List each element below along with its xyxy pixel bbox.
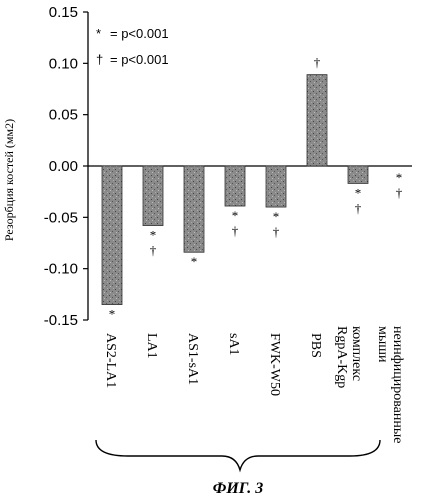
bar (143, 166, 163, 226)
y-tick-label: 0.10 (49, 55, 78, 72)
y-tick-label: 0.15 (49, 4, 78, 21)
legend: * = p<0.001 † = p<0.001 (96, 26, 169, 67)
legend-text: = p<0.001 (110, 52, 169, 67)
category-label: FWK-W50 (267, 333, 282, 396)
significance-marker: * (232, 208, 239, 223)
significance-marker: * (109, 307, 116, 322)
bar (225, 166, 245, 206)
legend-symbol: † (96, 52, 103, 67)
significance-marker: † (232, 223, 239, 238)
bars (102, 75, 368, 305)
category-label: AS2-LA1 (103, 333, 118, 388)
bar (348, 166, 368, 183)
legend-symbol: * (96, 26, 101, 41)
category-label: sA1 (226, 333, 241, 356)
category-label: PBS (308, 333, 323, 358)
significance-marker: † (396, 185, 403, 200)
legend-text: = p<0.001 (110, 26, 169, 41)
y-tick-label: -0.10 (44, 261, 78, 278)
y-tick-label: -0.05 (44, 209, 78, 226)
category-label: AS1-sA1 (185, 333, 200, 385)
category-label: комплексRgpA-Kgp (334, 326, 364, 388)
significance-marker: * (273, 209, 280, 224)
significance-marker: † (314, 55, 321, 70)
figure-caption: ФИГ. 3 (213, 480, 264, 497)
category-label: LA1 (144, 333, 159, 359)
significance-marker: † (150, 243, 157, 258)
bar (307, 75, 327, 166)
bar (184, 166, 204, 252)
significance-marker: * (150, 228, 157, 243)
category-labels: AS2-LA1 LA1 AS1-sA1 sA1 FWK-W50 PBS комплексRg… (103, 326, 405, 443)
y-tick-label: -0.15 (44, 312, 78, 329)
category-label: неинфицированныемыши (375, 326, 405, 443)
y-axis-label: Резорбция костей (мм2) (2, 119, 16, 241)
y-tick-label: 0.00 (49, 158, 78, 175)
significance-marker: † (355, 200, 362, 215)
significance-marker: * (355, 185, 362, 200)
significance-marker: † (273, 224, 280, 239)
bar (102, 166, 122, 305)
y-tick-label: 0.05 (49, 107, 78, 124)
bar (266, 166, 286, 207)
significance-marker: * (191, 254, 198, 269)
significance-marker: * (396, 170, 403, 185)
category-brace (96, 440, 380, 470)
